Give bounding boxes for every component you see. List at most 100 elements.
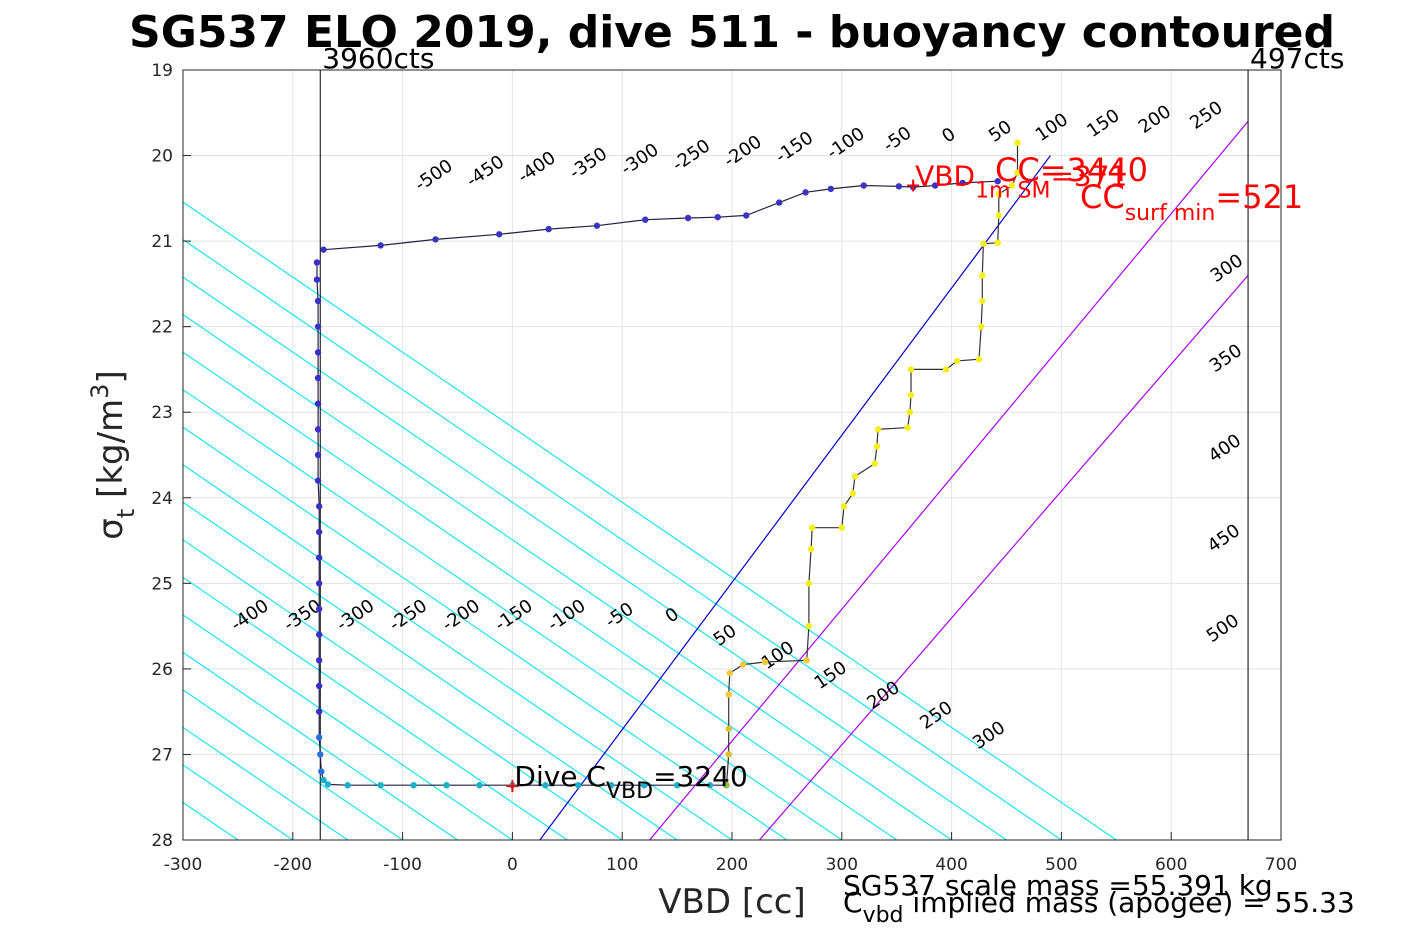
- y-tick-label: 25: [151, 574, 173, 594]
- cc-surf-label: CC: [1080, 178, 1125, 216]
- surface-point: [432, 236, 439, 243]
- dive-point: [314, 426, 322, 433]
- surface-point: [959, 179, 966, 187]
- dive-point: [315, 580, 323, 587]
- y-tick-label: 20: [151, 147, 173, 167]
- footer: SG537 scale mass =55.391 kg Cvbd implied…: [843, 869, 1355, 928]
- marker-label-sub: 1m SM: [975, 179, 1050, 204]
- cc-surf-value: =521: [1215, 178, 1303, 216]
- contour-line: [183, 501, 678, 840]
- dive-point: [476, 782, 483, 789]
- climb-point: [1014, 169, 1021, 176]
- neutral-lines: [539, 120, 1249, 840]
- dive-point: [314, 400, 322, 407]
- dive-point: [313, 259, 321, 266]
- marker-label-text: Dive C: [514, 760, 606, 793]
- y-tick-label: 28: [151, 831, 173, 851]
- climb-point: [1008, 182, 1016, 189]
- svg-text:CCsurf min=521: CCsurf min=521: [1080, 178, 1303, 226]
- contour-line: [183, 388, 843, 840]
- y-tick-label: 23: [151, 403, 173, 423]
- scale-mass: SG537 scale mass =55.391 kg: [843, 869, 1273, 902]
- dive-point: [377, 782, 384, 789]
- x-tick-label: 600: [1155, 855, 1187, 875]
- y-label-sub: t: [112, 509, 140, 518]
- surface-point: [802, 189, 809, 196]
- climb-point: [840, 503, 848, 510]
- dive-point: [315, 734, 323, 741]
- y-tick-label: 24: [151, 489, 173, 509]
- chart-title: SG537 ELO 2019, dive 511 - buoyancy cont…: [129, 7, 1335, 58]
- surface-point: [743, 212, 750, 219]
- surface-point: [642, 216, 649, 223]
- dive-point: [318, 768, 325, 775]
- dive-point: [315, 631, 323, 638]
- contour-line: [183, 539, 623, 840]
- neutral-line: [758, 274, 1249, 840]
- climb-point: [725, 725, 732, 732]
- dive-point: [315, 554, 323, 561]
- y-label-sigma: σ: [91, 518, 131, 540]
- contour-line: [0, 70, 73, 840]
- climb-point: [994, 239, 1001, 247]
- climb-point: [904, 424, 911, 431]
- dive-point: [315, 605, 323, 613]
- contour-line: [183, 238, 1062, 840]
- climb-point: [873, 443, 881, 450]
- climb-point: [979, 272, 986, 279]
- marker-label-value: =371: [1050, 160, 1127, 193]
- dive-point: [673, 782, 681, 789]
- cc-surf-sub: surf min: [1125, 201, 1216, 226]
- contour-line: [183, 614, 513, 840]
- contour-line: [183, 576, 568, 840]
- x-tick-label: 200: [716, 855, 748, 875]
- climb-point: [723, 782, 730, 789]
- axis-ticks: -300 -200 -100 0 100 200 300 400 500 600 700 19 20 21…: [151, 61, 1297, 875]
- surface-point: [827, 185, 835, 193]
- climb-point: [739, 661, 747, 668]
- marker-label-text: VBD: [915, 160, 975, 193]
- x-tick-label: 500: [1045, 855, 1077, 875]
- surface-point: [320, 246, 327, 253]
- surface-point: [714, 213, 721, 221]
- climb-point: [808, 524, 816, 531]
- y-tick-label: 22: [151, 318, 173, 338]
- climb-point: [725, 751, 732, 758]
- y-tick-label: 21: [151, 232, 173, 252]
- dive-point: [314, 323, 322, 330]
- surface-point: [776, 199, 783, 206]
- marker-cross: [506, 780, 519, 793]
- climb-point: [906, 409, 914, 416]
- x-tick-label: -300: [164, 855, 203, 875]
- climb-point: [838, 524, 845, 531]
- svg-text:Cvbd implied mass (apogee) = 5: Cvbd implied mass (apogee) = 55.33: [843, 886, 1355, 928]
- x-axis-label: VBD [cc]: [658, 882, 806, 922]
- surface-point: [895, 183, 903, 190]
- dive-point: [313, 276, 321, 283]
- climb-point: [805, 580, 813, 587]
- dive-point: [315, 503, 323, 510]
- climb-point: [975, 355, 983, 363]
- climb-point: [907, 366, 915, 373]
- y-tick-label: 26: [151, 660, 173, 680]
- dive-point: [314, 349, 322, 356]
- dive-point: [706, 782, 714, 789]
- neutral-line: [539, 155, 1051, 840]
- surface-point: [860, 182, 867, 189]
- dive-point: [608, 782, 615, 789]
- surface-point: [545, 225, 552, 233]
- y-label-units: [kg/m: [91, 399, 131, 498]
- dive-point: [315, 528, 323, 536]
- dive-point: [575, 782, 582, 789]
- climb-point: [807, 545, 815, 553]
- marker-cross: [907, 179, 920, 192]
- climb-point: [851, 473, 859, 480]
- climb-point: [953, 357, 961, 365]
- y-tick-label: 27: [151, 745, 173, 765]
- dive-point: [314, 477, 322, 484]
- dive-point: [315, 682, 323, 690]
- contour-line: [183, 651, 458, 840]
- surface-point: [377, 242, 384, 249]
- dive-point: [314, 297, 322, 305]
